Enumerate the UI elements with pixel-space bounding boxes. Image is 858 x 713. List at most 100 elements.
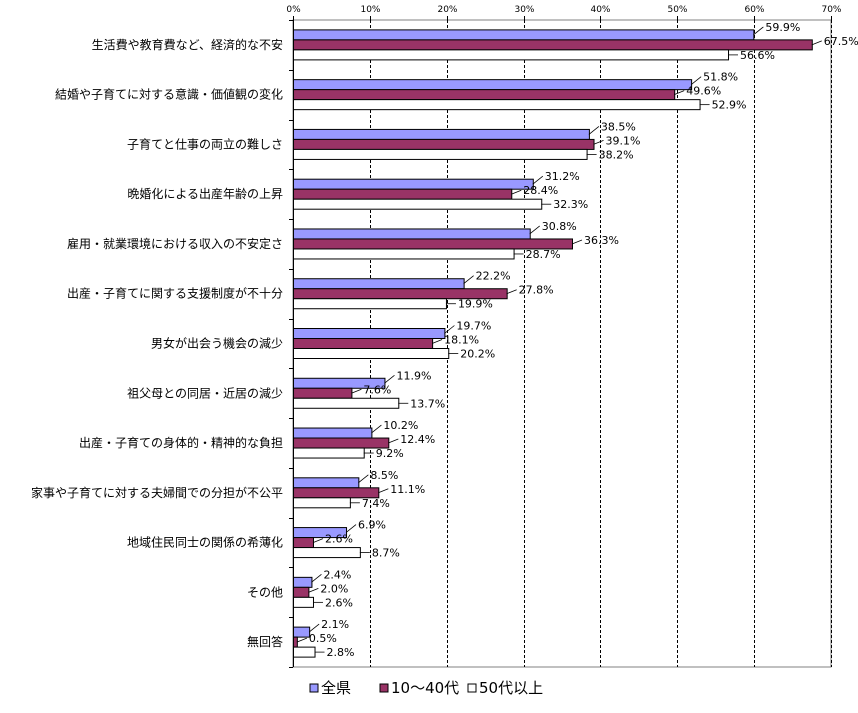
category-label: 晩婚化による出産年齢の上昇	[127, 186, 283, 201]
category-label: 子育てと仕事の両立の難しさ	[127, 136, 283, 151]
data-label: 8.5%	[370, 469, 398, 482]
bar-2	[293, 437, 390, 449]
data-label-leader	[532, 175, 544, 185]
data-label: 18.1%	[444, 334, 479, 347]
bar-1	[293, 79, 693, 91]
data-label-leader	[690, 76, 702, 85]
data-label-leader	[588, 126, 600, 135]
data-label: 19.9%	[458, 298, 493, 311]
data-label: 7.6%	[363, 383, 391, 396]
bar-3	[293, 348, 450, 359]
bar-3	[293, 49, 730, 61]
category-label: 生活費や教育費など、経済的な不安	[92, 37, 283, 52]
data-label: 13.7%	[410, 397, 445, 410]
bar-3	[293, 497, 351, 509]
legend-label-2: 10〜40代	[391, 679, 459, 697]
x-tick-label: 40%	[590, 5, 610, 15]
data-label-leader	[311, 574, 322, 583]
legend-label-3: 50代以上	[479, 679, 543, 697]
bar-1	[293, 576, 313, 588]
bar-2	[293, 537, 314, 549]
bar-3	[293, 148, 588, 160]
data-label-leader	[506, 289, 517, 295]
category-label: 男女が出会う機会の減少	[151, 336, 283, 351]
data-label-leader	[511, 189, 522, 195]
data-label-leader	[571, 239, 583, 245]
data-label: 19.7%	[456, 320, 491, 333]
bar-1	[293, 178, 534, 190]
data-label: 36.3%	[584, 234, 619, 247]
data-label: 2.1%	[321, 618, 349, 631]
data-label-leader	[388, 438, 399, 444]
category-label: 地域住民同士の関係の希薄化	[127, 535, 283, 550]
data-label: 32.3%	[553, 198, 588, 211]
bar-2	[293, 138, 595, 150]
data-label-leader	[593, 140, 604, 145]
data-label: 9.2%	[376, 447, 404, 460]
data-label: 12.4%	[400, 433, 435, 446]
legend-swatch-3	[467, 683, 477, 693]
data-label-leader	[811, 40, 822, 46]
data-label: 27.8%	[519, 284, 554, 297]
data-label-leader	[384, 374, 395, 384]
data-label: 2.6%	[325, 596, 353, 609]
x-tick-label: 70%	[821, 5, 841, 15]
x-tick-label: 60%	[744, 5, 764, 15]
data-label: 22.2%	[476, 270, 511, 283]
data-label-leader	[371, 424, 382, 434]
bar-3	[293, 198, 543, 210]
bar-3	[293, 596, 314, 608]
data-label: 2.0%	[320, 582, 348, 595]
data-label: 0.5%	[309, 632, 337, 645]
data-label: 38.5%	[601, 120, 636, 133]
data-label: 2.4%	[323, 568, 351, 581]
data-label: 56.6%	[740, 49, 775, 62]
data-label-leader	[753, 26, 764, 36]
data-label: 38.2%	[599, 148, 634, 161]
legend-label-1: 全県	[321, 679, 351, 697]
category-label: 結婚や子育てに対する意識・価値観の変化	[55, 87, 283, 102]
data-label-leader	[463, 275, 474, 285]
data-label: 28.7%	[526, 248, 561, 261]
category-label: 家事や子育てに対する夫婦間での分担が不公平	[31, 485, 283, 500]
data-label: 11.1%	[390, 483, 425, 496]
bar-3	[293, 99, 701, 111]
category-label: その他	[247, 585, 283, 599]
bar-2	[293, 586, 310, 598]
data-label-leader	[296, 637, 307, 643]
bar-1	[293, 29, 755, 41]
bar-3	[293, 397, 400, 409]
bar-1	[293, 626, 311, 638]
bar-3	[293, 547, 361, 559]
x-tick-label: 20%	[437, 5, 457, 15]
data-label-leader	[444, 325, 455, 334]
bar-2	[293, 188, 513, 200]
data-label-leader	[378, 488, 389, 494]
data-label-leader	[674, 90, 685, 96]
legend-swatch-2	[379, 683, 389, 693]
data-label-leader	[308, 587, 319, 593]
data-label: 6.9%	[358, 519, 386, 532]
bar-1	[293, 477, 360, 489]
bar-3	[293, 298, 447, 310]
bar-2	[293, 89, 676, 101]
legend-swatch-1	[309, 683, 319, 693]
data-label: 30.8%	[542, 220, 577, 233]
data-label-leader	[345, 524, 357, 533]
category-label: 無回答	[247, 634, 283, 649]
data-label-leader	[529, 225, 540, 235]
x-tick-label: 50%	[667, 5, 687, 15]
bar-2	[293, 387, 353, 399]
data-label-leader	[358, 474, 369, 484]
x-tick-label: 30%	[514, 5, 534, 15]
bar-3	[293, 646, 316, 658]
category-label: 雇用・就業環境における収入の不安定さ	[67, 236, 283, 251]
x-tick-label: 10%	[360, 5, 380, 15]
data-label: 28.4%	[523, 184, 558, 197]
data-label: 2.8%	[327, 646, 355, 659]
data-label-leader	[351, 388, 362, 394]
data-label-leader	[308, 623, 320, 633]
data-label: 2.6%	[325, 533, 353, 546]
